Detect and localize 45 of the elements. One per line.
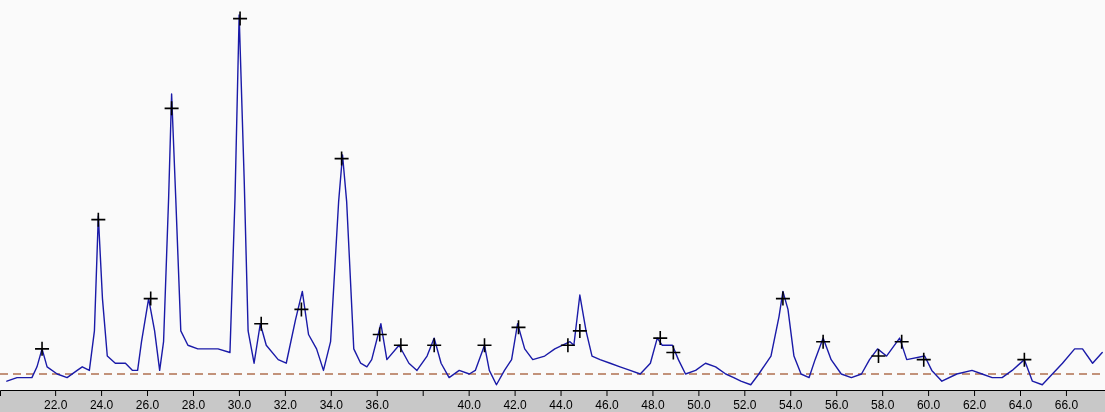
point bbox=[371, 326, 388, 343]
point bbox=[915, 351, 932, 368]
point bbox=[426, 337, 442, 354]
point bbox=[90, 211, 107, 228]
x-tick-label: 64.0 bbox=[1008, 397, 1033, 412]
point bbox=[142, 290, 159, 307]
x-tick-label: 60.0 bbox=[916, 397, 941, 412]
x-tick-label: 50.0 bbox=[687, 397, 711, 412]
x-tick-label: 44.0 bbox=[549, 397, 574, 412]
point bbox=[572, 323, 588, 339]
x-tick-label: 28.0 bbox=[181, 397, 206, 412]
point bbox=[775, 290, 791, 307]
x-tick-label: 54.0 bbox=[779, 397, 803, 412]
x-tick-label: 34.0 bbox=[319, 397, 344, 412]
point bbox=[333, 150, 350, 167]
point bbox=[893, 333, 910, 350]
x-tick-label: 56.0 bbox=[825, 397, 849, 412]
x-tick-label: 58.0 bbox=[870, 397, 895, 412]
x-tick-label: 46.0 bbox=[595, 397, 619, 412]
x-tick-label: 62.0 bbox=[962, 397, 987, 412]
x-tick-label: 32.0 bbox=[273, 397, 298, 412]
x-tick-label: 36.0 bbox=[365, 397, 390, 412]
point bbox=[232, 10, 248, 27]
point bbox=[476, 337, 493, 354]
point bbox=[163, 100, 180, 117]
x-tick-label: 30.0 bbox=[227, 397, 252, 412]
point bbox=[393, 337, 409, 354]
point bbox=[560, 337, 576, 354]
point bbox=[293, 301, 310, 318]
x-tick-label: 66.0 bbox=[1054, 397, 1079, 412]
point bbox=[1016, 351, 1033, 368]
point bbox=[815, 333, 831, 350]
x-tick-label: 40.0 bbox=[457, 397, 482, 412]
x-tick-label: 26.0 bbox=[135, 397, 160, 412]
x-tick-label: 22.0 bbox=[43, 397, 68, 412]
point bbox=[34, 341, 50, 357]
x-tick-label: 52.0 bbox=[733, 397, 757, 412]
point bbox=[665, 344, 682, 361]
x-tick-label: 24.0 bbox=[89, 397, 114, 412]
point bbox=[253, 315, 269, 332]
point bbox=[510, 319, 527, 336]
point bbox=[870, 348, 887, 364]
x-tick-label: 42.0 bbox=[503, 397, 528, 412]
point bbox=[652, 330, 669, 346]
x-tick-label: 48.0 bbox=[641, 397, 665, 412]
